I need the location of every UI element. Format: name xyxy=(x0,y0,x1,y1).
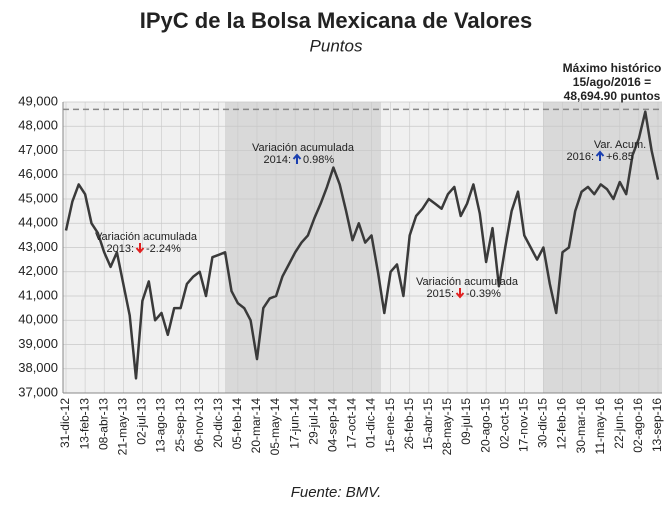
x-tick-label: 04-sep-14 xyxy=(326,398,340,452)
annotation: -0.39% xyxy=(466,288,501,300)
x-tick-label: 09-jul-15 xyxy=(459,398,473,445)
annotation: Variación acumulada xyxy=(252,142,355,154)
y-tick-label: 43,000 xyxy=(18,239,58,254)
y-tick-label: 38,000 xyxy=(18,360,58,375)
x-tick-label: 20-mar-14 xyxy=(249,398,263,454)
x-tick-label: 22-jun-16 xyxy=(612,398,626,449)
data-line xyxy=(64,110,660,380)
x-tick-label: 13-ago-13 xyxy=(154,398,168,453)
max-note: Máximo histórico xyxy=(563,61,662,75)
up-arrow xyxy=(595,150,605,161)
y-tick-label: 41,000 xyxy=(18,287,58,302)
grid xyxy=(63,101,662,394)
x-tick-label: 11-may-16 xyxy=(593,398,607,455)
up-arrow xyxy=(292,153,302,164)
x-tick-label: 17-oct-14 xyxy=(345,398,359,449)
x-tick-label: 17-nov-15 xyxy=(516,398,530,452)
annotation: 2015: xyxy=(426,288,454,300)
down-arrow xyxy=(455,288,465,299)
marks xyxy=(64,110,660,380)
y-tick-label: 40,000 xyxy=(18,312,58,327)
annotation: Variación acumulada xyxy=(416,276,519,288)
annotation: Variación acumulada xyxy=(95,231,198,243)
x-tick-label: 13-sep-16 xyxy=(650,398,664,452)
annotation: 2016: xyxy=(566,151,594,163)
annotation: +6.85 xyxy=(606,151,634,163)
down-arrow xyxy=(135,243,145,254)
x-tick-label: 05-may-14 xyxy=(268,398,282,456)
x-tick-label: 26-feb-15 xyxy=(402,398,416,450)
x-tick-label: 13-feb-13 xyxy=(77,398,91,450)
y-tick-label: 42,000 xyxy=(18,263,58,278)
x-tick-label: 21-may-13 xyxy=(115,398,129,456)
x-tick-label: 05-feb-14 xyxy=(230,398,244,450)
annotation: 2013: xyxy=(106,243,134,255)
y-tick-label: 49,000 xyxy=(18,93,58,108)
y-tick-label: 39,000 xyxy=(18,336,58,351)
x-tick-label: 02-jul-13 xyxy=(135,398,149,445)
annotation: 2014: xyxy=(263,154,291,166)
x-tick-label: 29-jul-14 xyxy=(306,398,320,445)
x-tick-label: 15-ene-15 xyxy=(383,398,397,453)
x-tick-label: 25-sep-13 xyxy=(173,398,187,452)
annotation: 0.98% xyxy=(303,154,334,166)
x-tick-label: 06-nov-13 xyxy=(192,398,206,452)
x-tick-label: 31-dic-12 xyxy=(58,398,72,448)
x-tick-label: 28-may-15 xyxy=(440,398,454,456)
x-tick-label: 20-dic-13 xyxy=(211,398,225,448)
chart-title: IPyC de la Bolsa Mexicana de Valores xyxy=(140,8,533,33)
x-tick-label: 17-jun-14 xyxy=(287,398,301,449)
x-tick-label: 20-ago-15 xyxy=(478,398,492,453)
max-note: 15/ago/2016 = xyxy=(573,75,651,89)
chart-subtitle: Puntos xyxy=(310,36,363,55)
y-tick-label: 45,000 xyxy=(18,190,58,205)
x-tick-label: 02-ago-16 xyxy=(631,398,645,453)
x-tick-label: 08-abr-13 xyxy=(96,398,110,450)
annotation: -2.24% xyxy=(146,243,181,255)
y-tick-label: 47,000 xyxy=(18,142,58,157)
y-tick-label: 44,000 xyxy=(18,215,58,230)
x-tick-label: 30-dic-15 xyxy=(536,398,550,448)
y-tick-label: 37,000 xyxy=(18,384,58,399)
source: Fuente: BMV. xyxy=(291,484,382,501)
max-note: 48,694.90 puntos xyxy=(564,89,661,103)
x-tick-label: 02-oct-15 xyxy=(497,398,511,449)
x-tick-label: 01-dic-14 xyxy=(364,398,378,448)
x-tick-label: 12-feb-16 xyxy=(555,398,569,450)
x-tick-label: 30-mar-16 xyxy=(574,398,588,454)
y-tick-label: 48,000 xyxy=(18,118,58,133)
annotation: Var. Acum. xyxy=(594,139,646,151)
y-tick-label: 46,000 xyxy=(18,166,58,181)
x-tick-label: 15-abr-15 xyxy=(421,398,435,450)
